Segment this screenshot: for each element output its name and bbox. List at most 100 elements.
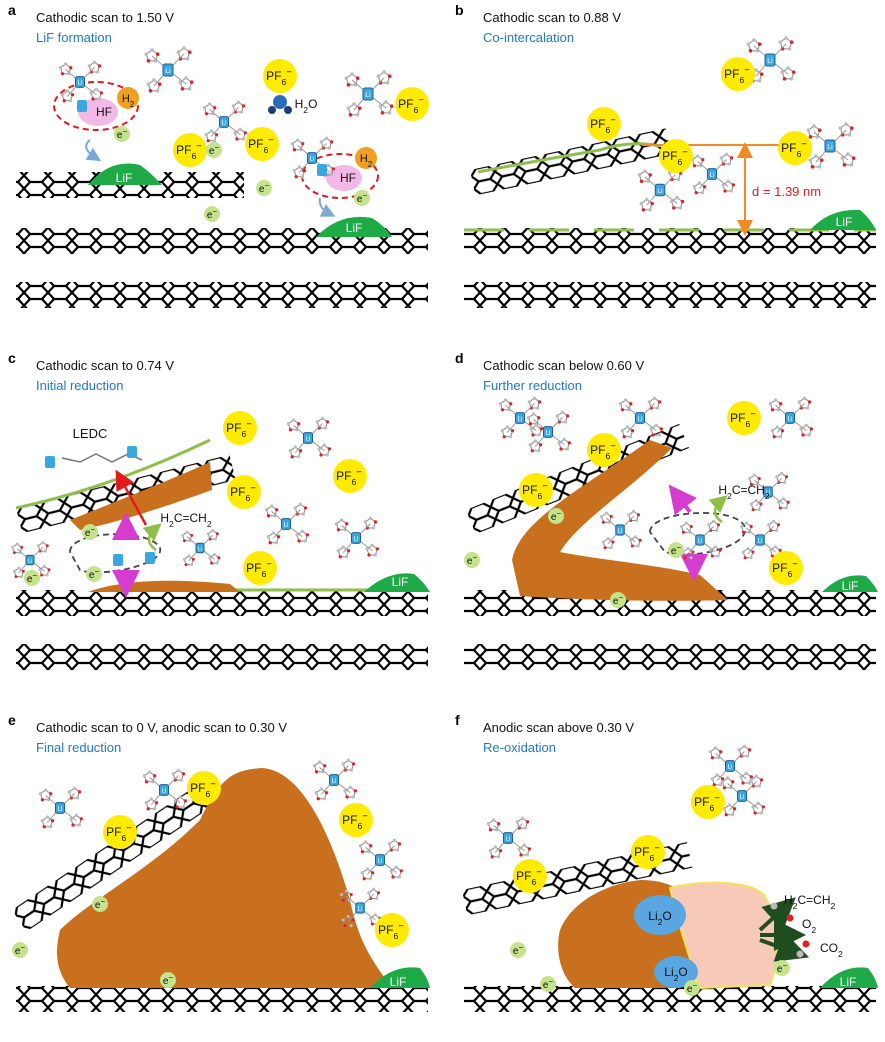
electron-label: e− (543, 977, 554, 992)
arrow (668, 484, 697, 516)
graphene-sheet (16, 986, 428, 1012)
lif-label: LiF (346, 221, 363, 235)
pf6-anion: PF6− (691, 785, 725, 819)
electron: e− (114, 126, 130, 142)
electrons: e− e− e− e− e− e− e− e− e− e− e− e− e− e− e− e− e− e− e− (12, 126, 790, 996)
panel-b: b Cathodic scan to 0.88 V Co-intercalati… (455, 2, 885, 332)
electron: e− (12, 942, 28, 958)
pf6-label: PF6− (590, 441, 616, 462)
li-ion-label: Li (518, 416, 523, 423)
lif-label: LiF (840, 975, 857, 989)
sei-blob (88, 580, 240, 592)
graphene-sheet-bent (466, 423, 689, 535)
solvated-li-complex (680, 519, 722, 560)
solvation-shell (649, 512, 746, 556)
h2-molecule (355, 147, 377, 169)
electron-label: e− (207, 207, 218, 222)
lif-mound (810, 209, 876, 230)
pf6-anion: PF6− (727, 401, 761, 435)
solvent-molecule (290, 138, 313, 159)
li-ion: Li (635, 412, 645, 424)
pf6-anion: PF6− (339, 803, 373, 837)
pf6-anion: PF6− (227, 475, 261, 509)
electron: e− (668, 542, 684, 558)
arrow (708, 495, 728, 524)
solvent-molecule (379, 859, 403, 879)
li-ion-label: Li (758, 539, 763, 545)
lif-deposits (88, 163, 878, 988)
solvent-molecule (659, 189, 685, 210)
pf6-label: PF6− (246, 559, 272, 580)
solvent-molecule (528, 431, 549, 453)
li-ion: Li (763, 486, 773, 498)
li-ion-label: Li (657, 188, 663, 195)
solvent-molecule (355, 537, 379, 557)
solvent-molecule (11, 542, 31, 561)
solvent-molecule (286, 418, 309, 439)
solvent-molecule (181, 530, 201, 549)
lif-mound (370, 967, 430, 988)
electron: e− (464, 552, 480, 568)
li-ion-label: Li (310, 156, 315, 163)
hf-droplet (326, 165, 362, 191)
solvent-molecule (314, 779, 335, 801)
electron-label: e− (209, 143, 220, 158)
li-ion: Li (25, 554, 35, 566)
panel-f: f Anodic scan above 0.30 V Re-oxidation (455, 712, 885, 1042)
electron: e− (510, 942, 526, 958)
li-ion-label: Li (306, 436, 311, 443)
electron: e− (684, 980, 700, 996)
li-ion: Li (543, 426, 553, 438)
panel-subtitle: LiF formation (36, 30, 112, 45)
electron-label: e− (259, 181, 270, 196)
li-ion (127, 446, 137, 458)
li-ion: Li (355, 902, 365, 914)
li-ion-label: Li (198, 546, 202, 552)
pf6-label: PF6− (342, 811, 368, 832)
li-ion: Li (764, 53, 776, 67)
solvent-molecule (59, 807, 83, 827)
pf6-anion: PF6− (519, 473, 553, 507)
solvent-molecule (741, 539, 761, 560)
electron-label: e− (15, 943, 26, 958)
ethylene-label: H2C=CH2 (784, 893, 836, 911)
electron-label: e− (27, 571, 38, 586)
li-ion: Li (503, 832, 513, 844)
electron: e− (774, 960, 790, 976)
solvent-molecule (768, 398, 791, 419)
li2o-blob (654, 956, 698, 988)
panel-subtitle: Final reduction (36, 740, 122, 755)
li-ion-label: Li (365, 92, 371, 99)
pf6-anion: PF6− (263, 59, 297, 93)
pf6-label: PF6− (694, 793, 720, 814)
gas-release-arrow (759, 931, 810, 962)
li-ion-label: Li (767, 58, 773, 65)
electron-label: e− (671, 543, 682, 558)
li-ion: Li (515, 412, 525, 424)
solvent-molecule (163, 789, 187, 809)
solvent-molecule (340, 889, 361, 909)
pf6-anion: PF6− (587, 107, 621, 141)
gas-molecule-atom (786, 914, 794, 922)
li-ion-label: Li (162, 788, 167, 795)
electron-label: e− (613, 593, 624, 608)
pf6-label: PF6− (266, 67, 292, 88)
pf6-anion: PF6− (721, 57, 755, 91)
graphene-sheet (16, 644, 428, 670)
panel-title: Cathodic scan below 0.60 V (483, 358, 645, 373)
graphite-layers (16, 172, 876, 1012)
solvent-molecule (79, 60, 102, 83)
li-ion: Li (195, 542, 205, 554)
li-ion: Li (695, 534, 705, 546)
pf6-label: PF6− (590, 115, 616, 136)
solvent-molecule (619, 529, 642, 548)
lif-mound (822, 575, 878, 592)
li-ion: Li (281, 518, 291, 530)
li-ion: Li (75, 76, 85, 88)
pf6-label: PF6− (190, 779, 216, 800)
li-ion-label: Li (638, 416, 643, 423)
li-ion-label: Li (354, 536, 359, 543)
sei-line (15, 438, 211, 510)
gas-molecule-atom (796, 950, 804, 958)
electron: e− (204, 206, 220, 222)
